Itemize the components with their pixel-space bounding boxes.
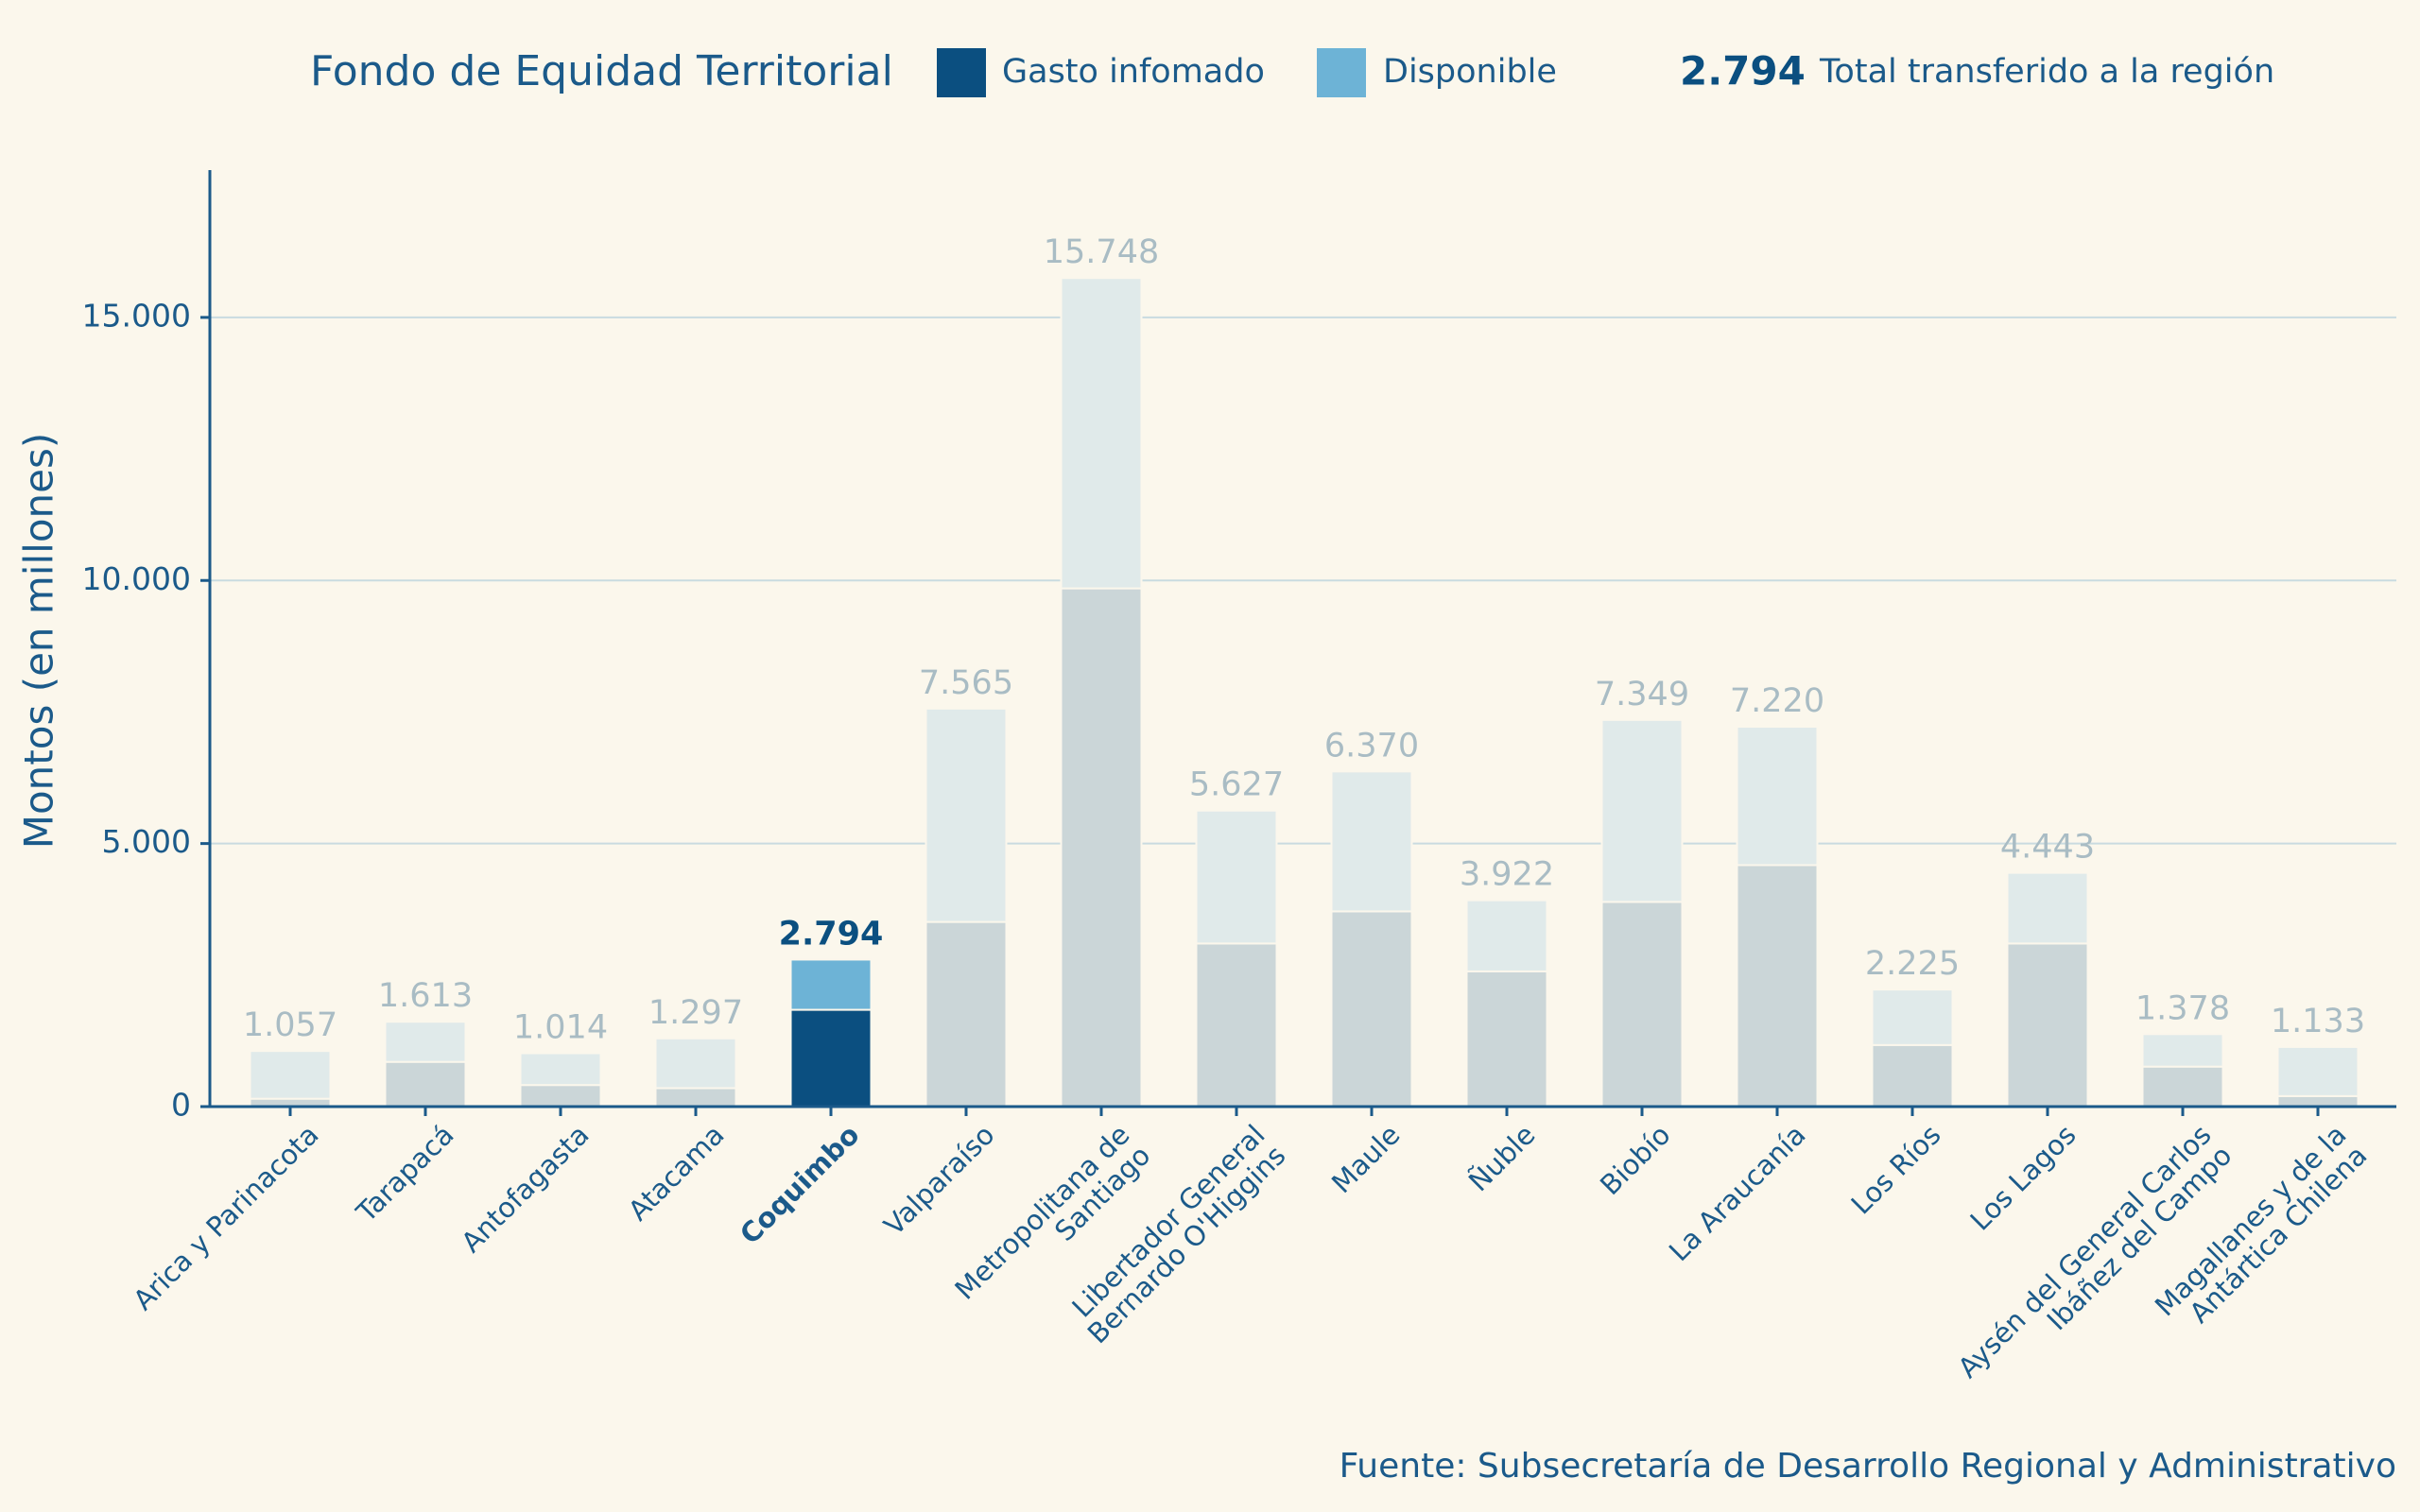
- bar-segment: [384, 1021, 467, 1063]
- bar-segment: [1060, 277, 1143, 590]
- bar-segment: [249, 1050, 332, 1100]
- chart-title: Fondo de Equidad Territorial: [310, 47, 893, 95]
- bar-segment: [1060, 587, 1143, 1108]
- bar-segment: [1330, 770, 1413, 913]
- legend-swatch: [937, 48, 986, 97]
- y-tick-label: 5.000: [102, 823, 191, 860]
- value-label: 7.220: [1730, 682, 1824, 720]
- y-tick-label: 0: [171, 1087, 191, 1124]
- bar-segment: [925, 920, 1008, 1108]
- value-label: 1.297: [648, 994, 743, 1032]
- bar-segment: [1330, 910, 1413, 1108]
- bar-segment: [1871, 988, 1954, 1046]
- value-label: 1.613: [378, 977, 473, 1015]
- bar-segment: [1195, 942, 1278, 1108]
- source: Fuente: Subsecretaría de Desarrollo Regi…: [1340, 1447, 2396, 1486]
- bar-segment: [1600, 718, 1684, 903]
- value-label: 3.922: [1460, 856, 1554, 894]
- value-label: 4.443: [2000, 829, 2095, 867]
- bar-segment: [2141, 1033, 2224, 1068]
- bar-segment: [789, 1008, 873, 1108]
- value-label: 6.370: [1324, 727, 1419, 765]
- bar-segment: [654, 1037, 737, 1090]
- bar-segment: [1871, 1043, 1954, 1108]
- value-label: 5.627: [1189, 766, 1284, 804]
- bar-segment: [1600, 901, 1684, 1108]
- legend-label: Disponible: [1383, 53, 1557, 91]
- bar-segment: [2006, 871, 2089, 945]
- bar-segment: [519, 1084, 602, 1108]
- legend-label: Total transferido a la región: [1819, 53, 2274, 91]
- value-label: 7.565: [919, 664, 1013, 702]
- bar-segment: [519, 1052, 602, 1087]
- bar-segment: [925, 707, 1008, 923]
- bar-segment: [2006, 942, 2089, 1108]
- bar-segment: [2276, 1045, 2360, 1097]
- bar-segment: [1465, 899, 1548, 972]
- bar-segment: [2276, 1094, 2360, 1108]
- legend-total-example: 2.794: [1680, 48, 1806, 94]
- value-label: 1.133: [2271, 1003, 2365, 1040]
- bar-segment: [1465, 970, 1548, 1108]
- value-label: 7.349: [1595, 676, 1689, 713]
- bar-segment: [1736, 864, 1819, 1108]
- value-label: 1.014: [513, 1009, 608, 1047]
- y-tick-label: 15.000: [82, 297, 191, 334]
- bar-segment: [2141, 1065, 2224, 1108]
- y-tick-label: 10.000: [82, 560, 191, 597]
- value-label: 1.057: [243, 1006, 337, 1044]
- bar-segment: [384, 1060, 467, 1108]
- bar-segment: [654, 1087, 737, 1108]
- bar-segment: [1736, 726, 1819, 867]
- legend-swatch: [1317, 48, 1366, 97]
- value-label: 1.378: [2135, 989, 2230, 1027]
- bar-segment: [1195, 809, 1278, 945]
- bar-segment: [789, 958, 873, 1011]
- legend-label: Gasto infomado: [1002, 53, 1265, 91]
- y-axis-title: Montos (en millones): [16, 433, 62, 850]
- value-label: 2.794: [779, 915, 884, 953]
- value-label: 2.225: [1865, 945, 1960, 983]
- value-label: 15.748: [1044, 233, 1159, 271]
